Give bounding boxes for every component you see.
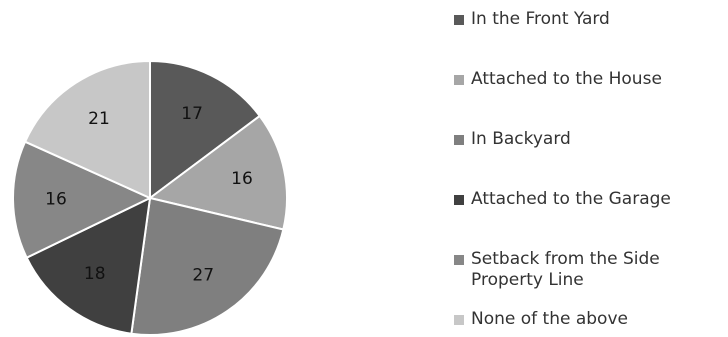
legend-swatch-backyard <box>454 135 464 145</box>
data-label-in-the-front-yard: 17 <box>181 104 203 124</box>
data-label-setback-from-the-side-property-line: 16 <box>45 189 67 209</box>
legend-item-attached-house: Attached to the House <box>454 69 662 90</box>
legend-swatch-attached-house <box>454 75 464 85</box>
slice-labels: 17 16 27 18 16 21 <box>45 104 253 286</box>
legend-swatch-none <box>454 315 464 325</box>
pie-slice-in-backyard <box>130 196 285 336</box>
legend-item-front-yard: In the Front Yard <box>454 9 610 30</box>
pie-slice-in-the-front-yard <box>149 59 262 200</box>
legend-label-none: None of the above <box>471 309 628 329</box>
legend-label-attached-house: Attached to the House <box>471 69 662 89</box>
pie-slice-attached-to-the-garage <box>25 196 152 335</box>
legend-item-attached-garage: Attached to the Garage <box>454 189 671 210</box>
data-label-in-backyard: 27 <box>192 266 214 286</box>
legend-item-backyard: In Backyard <box>454 129 571 150</box>
data-label-none-of-the-above: 21 <box>88 109 110 129</box>
legend-swatch-front-yard <box>454 15 464 25</box>
legend-swatch-attached-garage <box>454 195 464 205</box>
data-label-attached-to-the-house: 16 <box>231 169 253 189</box>
legend-label-front-yard: In the Front Yard <box>471 9 610 29</box>
legend-item-none: None of the above <box>454 309 628 330</box>
legend-label-attached-garage: Attached to the Garage <box>471 189 671 209</box>
legend-swatch-setback-side <box>454 255 464 265</box>
legend-item-setback-side: Setback from the Side Property Line <box>454 249 709 291</box>
pie-slice-none-of-the-above <box>23 59 151 200</box>
legend-label-backyard: In Backyard <box>471 129 571 149</box>
legend-label-setback-side: Setback from the Side Property Line <box>471 249 660 290</box>
data-label-attached-to-the-garage: 18 <box>84 264 106 284</box>
pie-slice-attached-to-the-house <box>147 114 288 231</box>
pie-chart: 17 16 27 18 16 21 <box>12 59 288 336</box>
pie-slices <box>12 59 288 336</box>
pie-slice-setback-from-the-side-property-line <box>12 140 153 260</box>
